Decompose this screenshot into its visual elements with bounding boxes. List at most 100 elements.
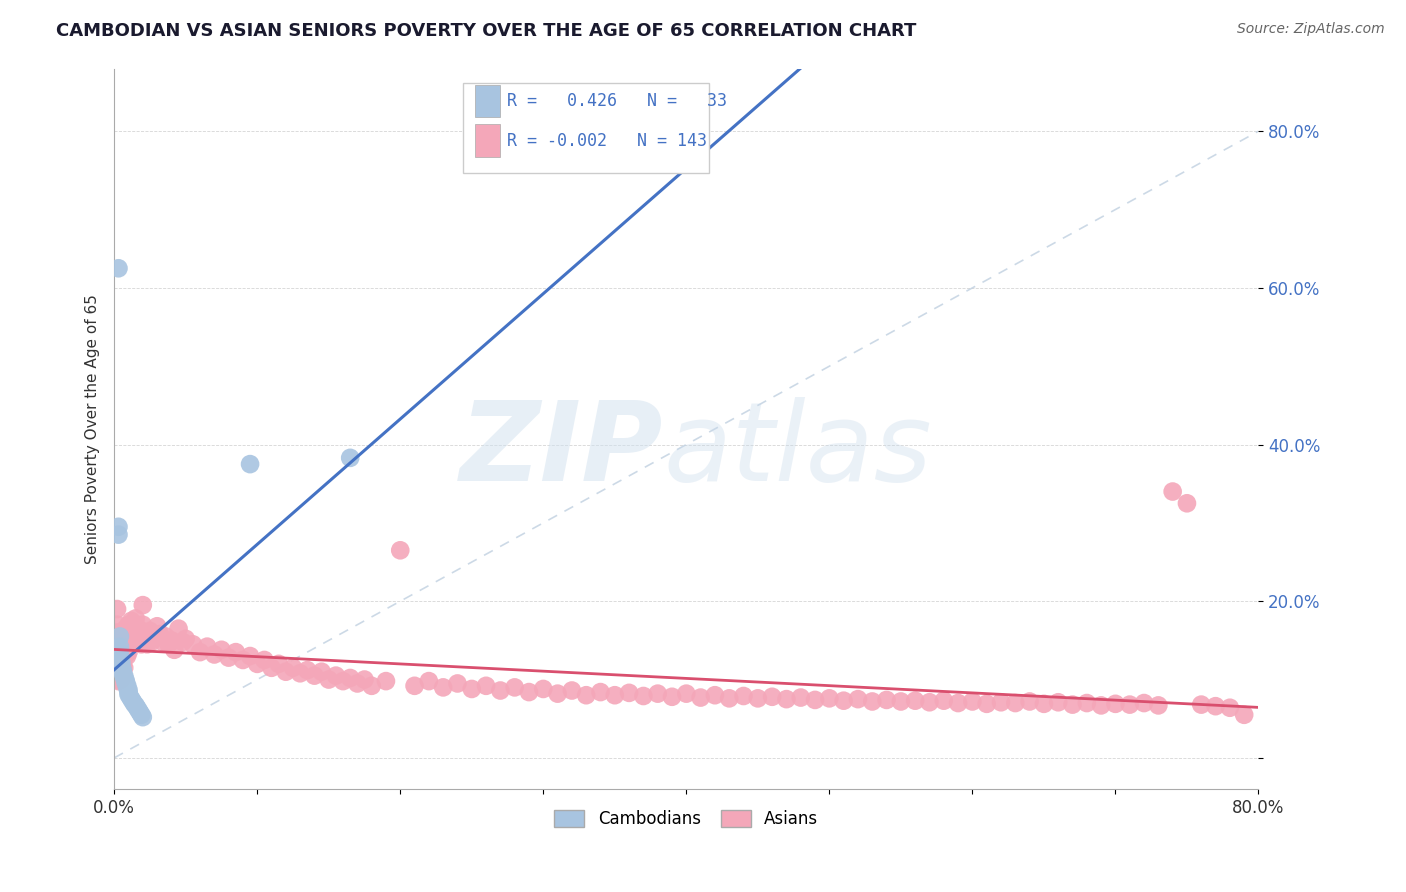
Point — [503, 681, 526, 695]
Point — [129, 632, 152, 646]
Point — [747, 691, 769, 706]
Point — [111, 658, 134, 673]
Point — [561, 683, 583, 698]
Point — [120, 627, 142, 641]
FancyBboxPatch shape — [475, 85, 499, 117]
Point — [1104, 697, 1126, 711]
Point — [1161, 484, 1184, 499]
Point — [1004, 696, 1026, 710]
Point — [114, 642, 136, 657]
Point — [804, 693, 827, 707]
Point — [122, 697, 145, 711]
Point — [128, 703, 150, 717]
Point — [143, 630, 166, 644]
Text: Source: ZipAtlas.com: Source: ZipAtlas.com — [1237, 22, 1385, 37]
Point — [946, 696, 969, 710]
Point — [489, 683, 512, 698]
Point — [461, 681, 484, 696]
Point — [432, 681, 454, 695]
Point — [125, 630, 148, 644]
Point — [108, 650, 131, 665]
Point — [1119, 698, 1142, 712]
Point — [661, 690, 683, 704]
Point — [118, 690, 141, 704]
Point — [353, 673, 375, 687]
Point — [274, 665, 297, 679]
Point — [239, 648, 262, 663]
Point — [932, 694, 955, 708]
Point — [157, 637, 180, 651]
Point — [239, 457, 262, 471]
Point — [107, 648, 129, 662]
Point — [105, 663, 128, 677]
Point — [703, 688, 725, 702]
Point — [107, 527, 129, 541]
FancyBboxPatch shape — [463, 83, 709, 173]
Point — [114, 633, 136, 648]
Point — [108, 668, 131, 682]
Point — [121, 632, 143, 646]
Point — [633, 689, 655, 703]
Point — [117, 688, 139, 702]
Point — [105, 617, 128, 632]
Point — [110, 645, 132, 659]
Point — [117, 632, 139, 646]
Point — [149, 627, 172, 641]
Point — [110, 663, 132, 677]
Point — [117, 685, 139, 699]
Point — [105, 602, 128, 616]
Point — [111, 648, 134, 662]
Point — [718, 691, 741, 706]
Point — [115, 627, 138, 641]
Point — [117, 617, 139, 632]
Point — [132, 617, 155, 632]
Point — [122, 625, 145, 640]
Point — [118, 635, 141, 649]
Point — [131, 637, 153, 651]
Point — [1018, 694, 1040, 708]
Point — [141, 635, 163, 649]
Point — [1062, 698, 1084, 712]
Point — [1090, 698, 1112, 713]
Point — [288, 666, 311, 681]
Point — [105, 625, 128, 640]
Point — [124, 611, 146, 625]
Point — [976, 697, 998, 711]
Point — [114, 675, 136, 690]
Point — [105, 657, 128, 671]
Point — [297, 663, 319, 677]
Point — [121, 694, 143, 708]
Y-axis label: Seniors Poverty Over the Age of 65: Seniors Poverty Over the Age of 65 — [86, 294, 100, 564]
Point — [281, 661, 304, 675]
Point — [107, 261, 129, 276]
Point — [589, 685, 612, 699]
Point — [475, 679, 498, 693]
Point — [134, 625, 156, 640]
Point — [152, 635, 174, 649]
Point — [181, 637, 204, 651]
Point — [202, 648, 225, 662]
Point — [689, 690, 711, 705]
Point — [124, 698, 146, 713]
Point — [1133, 696, 1156, 710]
Point — [124, 624, 146, 638]
Point — [890, 694, 912, 708]
Point — [146, 619, 169, 633]
Point — [110, 635, 132, 649]
Point — [346, 676, 368, 690]
Point — [1032, 697, 1054, 711]
Point — [163, 642, 186, 657]
Point — [155, 630, 177, 644]
Text: ZIP: ZIP — [460, 397, 664, 504]
Point — [1147, 698, 1170, 713]
Point — [136, 637, 159, 651]
Point — [761, 690, 783, 704]
Point — [107, 520, 129, 534]
Point — [107, 656, 129, 670]
Point — [108, 630, 131, 644]
Point — [617, 686, 640, 700]
Point — [1047, 695, 1070, 709]
Point — [120, 692, 142, 706]
Point — [375, 674, 398, 689]
Point — [675, 687, 697, 701]
